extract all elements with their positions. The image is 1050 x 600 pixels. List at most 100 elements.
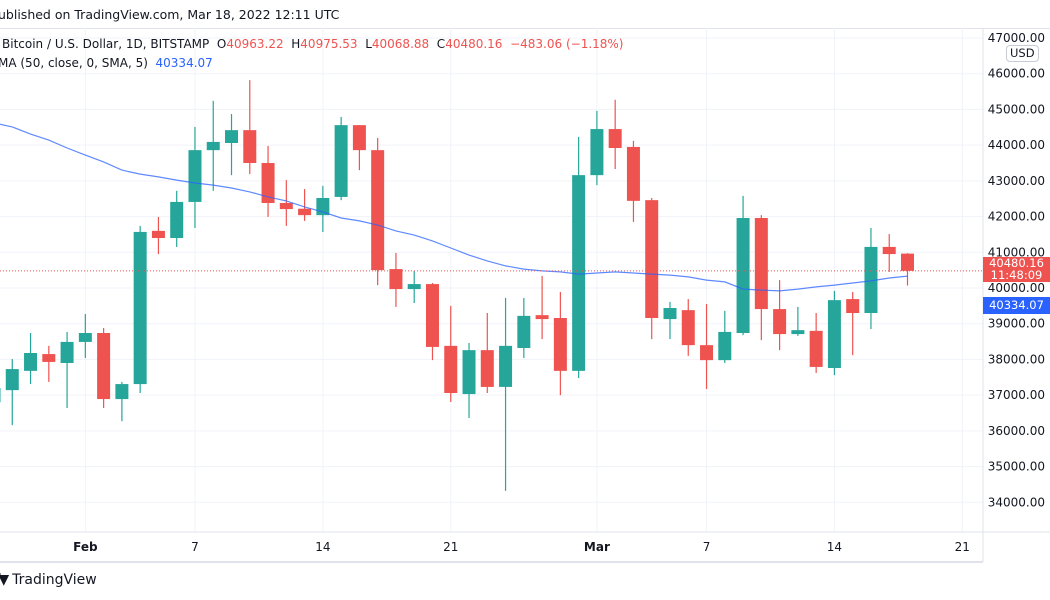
candle-body <box>608 129 622 148</box>
candle <box>681 299 695 356</box>
x-tick-label: 21 <box>443 540 458 554</box>
high-value: 40975.53 <box>300 37 358 51</box>
candle <box>499 298 513 491</box>
candle-body <box>827 300 841 368</box>
candle-body <box>60 341 74 363</box>
candle-body <box>681 310 695 346</box>
close-value: 40480.16 <box>445 37 503 51</box>
last-price: 40480.16 <box>989 256 1044 270</box>
change-value: −483.06 (−1.18%) <box>510 37 624 51</box>
ma-legend[interactable]: MA (50, close, 0, SMA, 5) 40334.07 <box>0 56 213 70</box>
candle-body <box>352 125 366 151</box>
candle <box>279 180 293 226</box>
candles <box>0 80 914 491</box>
candle <box>754 215 768 341</box>
candle-body <box>700 345 714 361</box>
y-tick-label: 34000.00 <box>988 495 1045 509</box>
candle <box>608 99 622 170</box>
candle <box>115 381 129 422</box>
candle-body <box>243 130 257 163</box>
x-tick-label: 14 <box>315 540 330 554</box>
y-tick-label: 36000.00 <box>988 424 1045 438</box>
y-tick-label: 42000.00 <box>988 210 1045 224</box>
candle-body <box>133 231 147 385</box>
candle-body <box>78 333 92 342</box>
candle-body <box>0 388 1 403</box>
candle-body <box>626 146 640 201</box>
candle-body <box>316 198 330 216</box>
candle <box>791 306 805 336</box>
y-tick-label: 37000.00 <box>988 388 1045 402</box>
close-label: C <box>436 37 446 51</box>
symbol-legend: Bitcoin / U.S. Dollar, 1D, BITSTAMP O409… <box>2 37 624 51</box>
y-tick-label: 40000.00 <box>988 281 1045 295</box>
candle-body <box>882 246 896 255</box>
candle <box>334 116 348 201</box>
candle-body <box>553 318 567 371</box>
candle-body <box>480 350 494 387</box>
tradingview-logo[interactable]: ⁄▼TradingView <box>0 572 97 588</box>
low-label: L <box>365 37 372 51</box>
last-price-label: 40480.16 11:48:09 <box>983 257 1050 282</box>
candle <box>517 298 531 358</box>
candle <box>371 138 385 286</box>
candle <box>736 195 750 336</box>
y-tick-label: 38000.00 <box>988 352 1045 366</box>
candle <box>425 283 439 361</box>
y-tick-label: 43000.00 <box>988 174 1045 188</box>
candle <box>553 291 567 396</box>
x-tick-label: Feb <box>73 540 98 554</box>
candle-body <box>736 218 750 333</box>
high-label: H <box>291 37 301 51</box>
logo-text: TradingView <box>12 572 97 588</box>
currency-badge[interactable]: USD <box>1006 45 1039 62</box>
ma-value: 40334.07 <box>155 56 213 70</box>
candle-body <box>809 330 823 367</box>
x-tick-label: 7 <box>191 540 199 554</box>
candle <box>316 185 330 232</box>
candle <box>188 126 202 228</box>
candle <box>444 305 458 402</box>
y-tick-label: 39000.00 <box>988 317 1045 331</box>
candle <box>480 313 494 393</box>
header-divider <box>0 28 1050 29</box>
candle-body <box>462 350 476 395</box>
candle-body <box>846 299 860 313</box>
candle <box>261 145 275 217</box>
candle <box>24 333 38 385</box>
candle-body <box>864 246 878 313</box>
candle <box>151 216 165 255</box>
x-tick-label: 21 <box>955 540 970 554</box>
y-tick-label: 41000.00 <box>988 245 1045 259</box>
candle-body <box>389 269 403 290</box>
open-label: O <box>216 37 227 51</box>
ma-label: MA (50, close, 0, SMA, 5) <box>0 56 148 70</box>
candle <box>864 228 878 330</box>
candle <box>298 189 312 221</box>
candle-body <box>535 315 549 320</box>
low-value: 40068.88 <box>371 37 430 51</box>
candle-body <box>425 284 439 347</box>
candle <box>700 304 714 390</box>
candle-body <box>115 384 129 400</box>
candle <box>0 388 1 403</box>
candle <box>42 345 56 382</box>
candle <box>389 253 403 307</box>
y-tick-label: 44000.00 <box>988 138 1045 152</box>
candle-body <box>791 330 805 335</box>
candle-body <box>371 150 385 271</box>
candle <box>133 225 147 393</box>
candle <box>462 343 476 418</box>
candle-body <box>24 353 38 371</box>
candle-body <box>407 284 421 290</box>
candle-body <box>718 331 732 361</box>
x-tick-label: Mar <box>584 540 610 554</box>
open-value: 40963.22 <box>226 37 284 51</box>
candle-body <box>590 129 604 176</box>
symbol-title: Bitcoin / U.S. Dollar, 1D, BITSTAMP <box>2 37 210 51</box>
candle <box>827 290 841 376</box>
candle <box>78 314 92 358</box>
y-tick-label: 47000.00 <box>988 31 1045 45</box>
candle-body <box>97 333 111 400</box>
